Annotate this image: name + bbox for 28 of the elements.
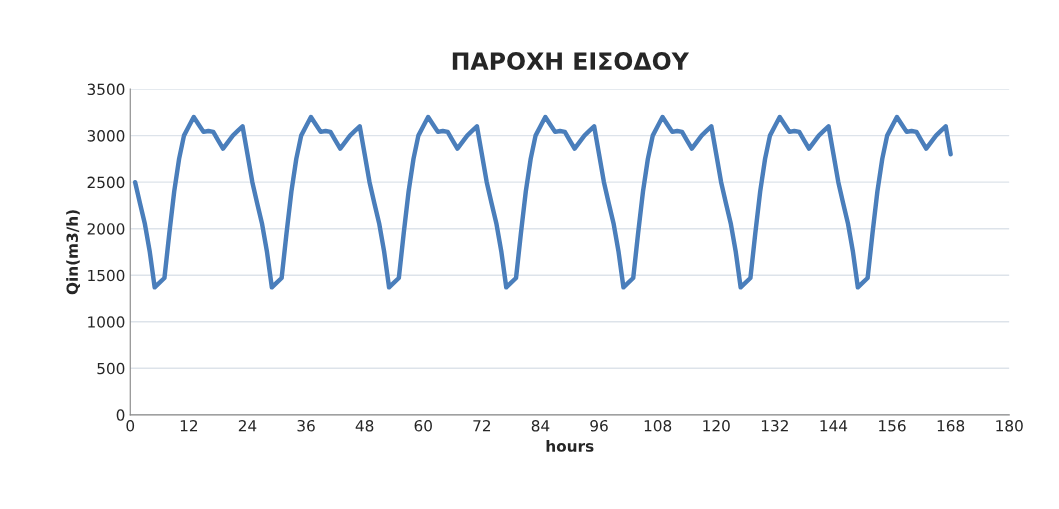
y-tick-label: 1000	[88, 316, 125, 328]
y-tick-label: 2500	[87, 176, 125, 189]
x-tick-label: 132	[761, 419, 788, 432]
x-tick-label: 168	[937, 419, 965, 432]
y-tick-label: 3500	[87, 83, 125, 96]
x-tick-label: 144	[820, 420, 848, 432]
x-tick-label: 84	[531, 419, 550, 432]
x-tick-label: 72	[473, 419, 491, 432]
x-tick-label: 0	[126, 419, 135, 432]
y-tick-label: 500	[97, 362, 125, 375]
x-tick-label: 180	[996, 419, 1023, 432]
x-axis-title: hours	[546, 440, 594, 452]
x-tick-label: 96	[590, 419, 608, 432]
y-tick-label: 1500	[88, 269, 125, 282]
y-tick-label: 0	[116, 409, 125, 421]
x-tick-label: 120	[703, 419, 730, 432]
x-tick-label: 36	[297, 419, 315, 432]
x-tick-label: 60	[414, 419, 432, 432]
x-tick-label: 12	[180, 419, 198, 432]
x-tick-label: 48	[355, 419, 374, 432]
x-tick-label: 108	[644, 419, 672, 432]
y-tick-label: 2000	[87, 223, 125, 235]
line-series	[132, 114, 953, 290]
x-tick-label: 24	[238, 419, 257, 432]
y-axis-title: Qin(m3/h)	[66, 210, 81, 295]
x-tick-label: 156	[879, 419, 906, 432]
y-tick-label: 3000	[87, 130, 125, 142]
chart-title: ΠΑΡΟΧΗ ΕΙΣΟΔΟΥ	[452, 52, 690, 70]
